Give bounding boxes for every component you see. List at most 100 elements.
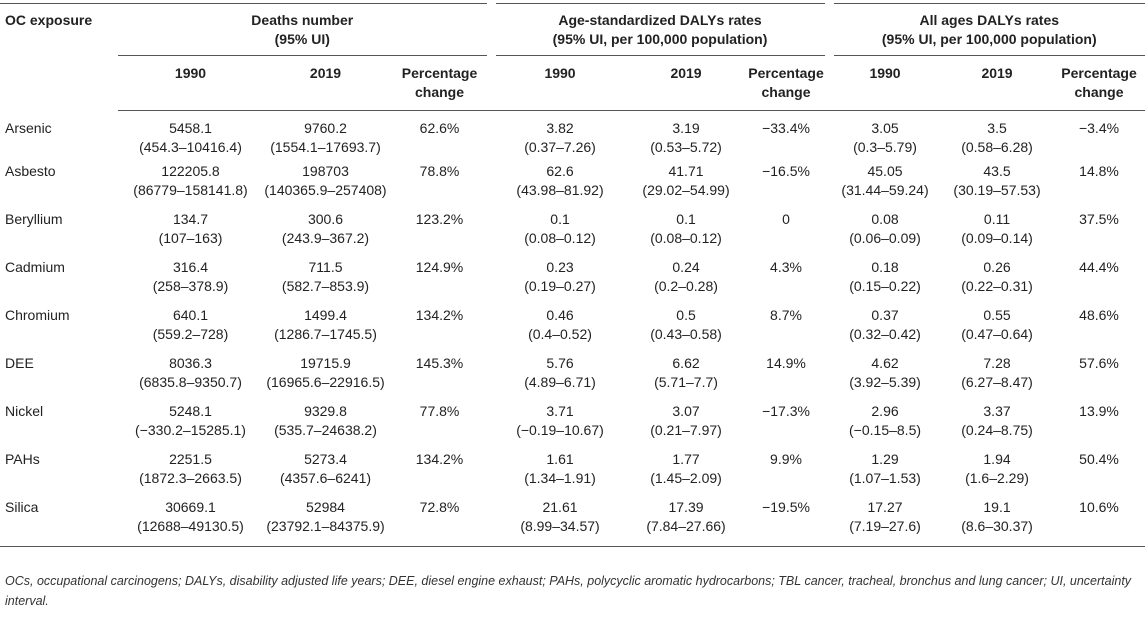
all-dalys-1990-cell: 0.18 (0.15–0.22) [829, 257, 941, 305]
age-dalys-pct-change: 4.3% [770, 259, 802, 275]
age-dalys-2019: 0.5 [676, 307, 696, 323]
age-dalys-1990: 0.46 [546, 307, 574, 323]
deaths-1990-ui: (6835.8–9350.7) [139, 374, 242, 390]
deaths-2019: 52984 [306, 499, 345, 515]
deaths-2019-ui: (243.9–367.2) [281, 230, 370, 246]
deaths-1990-cell: 316.4 (258–378.9) [118, 257, 263, 305]
deaths-2019-ui: (582.7–853.9) [281, 278, 370, 294]
age-dalys-1990-ui: (8.99–34.57) [520, 518, 600, 534]
all-dalys-2019-cell: 3.37 (0.24–8.75) [941, 401, 1053, 449]
all-dalys-1990-cell: 0.08 (0.06–0.09) [829, 209, 941, 257]
age-dalys-1990-cell: 5.76 (4.89–6.71) [491, 353, 629, 401]
deaths-1990-ui: (−330.2–15285.1) [135, 422, 246, 438]
deaths-pct-change: 134.2% [415, 451, 464, 467]
age-dalys-1990-ui: (−0.19–10.67) [516, 422, 604, 438]
age-dalys-1990: 21.61 [542, 499, 578, 515]
deaths-2019-ui: (1554.1–17693.7) [270, 139, 381, 155]
age-dalys-1990-ui: (0.19–0.27) [524, 278, 596, 294]
header-deaths-1990: 1990 [118, 55, 263, 111]
deaths-1990-cell: 30669.1 (12688–49130.5) [118, 497, 263, 547]
oc-exposure-name: Chromium [5, 307, 70, 323]
deaths-pct-change: 72.8% [388, 497, 492, 547]
deaths-1990-ui: (1872.3–2663.5) [139, 470, 242, 486]
all-dalys-1990-ui: (0.3–5.79) [853, 139, 917, 155]
deaths-2019-cell: 52984 (23792.1–84375.9) [263, 497, 388, 547]
pct-line1: Percentage [401, 65, 478, 81]
header-deaths-2019: 2019 [263, 55, 388, 111]
all-dalys-pct-change: 13.9% [1079, 403, 1119, 419]
all-dalys-2019-ui: (0.24–8.75) [961, 422, 1033, 438]
age-dalys-pct-change: −19.5% [743, 497, 830, 547]
deaths-1990: 5248.1 [169, 403, 212, 419]
all-dalys-pct-change: 10.6% [1053, 497, 1145, 547]
deaths-1990-ui: (86779–158141.8) [133, 182, 248, 198]
all-dalys-1990: 1.29 [871, 451, 899, 467]
header-deaths-sub: (95% UI) [274, 31, 330, 47]
age-dalys-1990: 62.6 [546, 163, 574, 179]
age-dalys-2019: 0.1 [676, 211, 696, 227]
all-dalys-2019-ui: (30.19–57.53) [953, 182, 1041, 198]
deaths-1990-cell: 640.1 (559.2–728) [118, 305, 263, 353]
all-dalys-1990: 45.05 [867, 163, 903, 179]
age-dalys-2019-cell: 3.19 (0.53–5.72) [629, 111, 743, 162]
deaths-1990: 134.7 [172, 211, 209, 227]
age-dalys-1990-ui: (1.34–1.91) [524, 470, 596, 486]
deaths-2019-ui: (535.7–24638.2) [274, 422, 377, 438]
all-dalys-1990-ui: (0.06–0.09) [849, 230, 921, 246]
all-dalys-2019-cell: 1.94 (1.6–2.29) [941, 449, 1053, 497]
age-dalys-1990-ui: (0.37–7.26) [524, 139, 596, 155]
age-dalys-2019-ui: (0.53–5.72) [650, 139, 722, 155]
all-dalys-2019-ui: (8.6–30.37) [961, 518, 1033, 534]
age-dalys-2019-cell: 0.1 (0.08–0.12) [629, 209, 743, 257]
deaths-1990: 30669.1 [165, 499, 216, 515]
age-dalys-2019-cell: 1.77 (1.45–2.09) [629, 449, 743, 497]
deaths-1990: 640.1 [172, 307, 209, 323]
age-dalys-1990-ui: (43.98–81.92) [516, 182, 604, 198]
all-dalys-1990-ui: (1.07–1.53) [849, 470, 921, 486]
age-dalys-2019: 17.39 [668, 499, 704, 515]
all-dalys-pct-change: 57.6% [1079, 355, 1119, 371]
all-dalys-1990: 4.62 [871, 355, 899, 371]
deaths-2019-ui: (4357.6–6241) [279, 470, 372, 486]
header-deaths-pct: Percentage change [388, 55, 492, 111]
all-dalys-pct-change: 37.5% [1079, 211, 1119, 227]
all-dalys-1990: 2.96 [871, 403, 899, 419]
header-all-ages-sub: (95% UI, per 100,000 population) [881, 31, 1097, 47]
header-all-1990: 1990 [829, 55, 942, 111]
header-age-1990: 1990 [491, 55, 630, 111]
table-row: Chromium 640.1 (559.2–728) 1499.4 (1286.7–… [0, 305, 1145, 353]
all-dalys-2019: 19.1 [983, 499, 1011, 515]
all-dalys-1990: 0.37 [871, 307, 899, 323]
deaths-1990-cell: 8036.3 (6835.8–9350.7) [118, 353, 263, 401]
oc-exposure-name: DEE [5, 355, 34, 371]
age-dalys-1990-cell: 21.61 (8.99–34.57) [491, 497, 630, 547]
deaths-2019-cell: 198703 (140365.9–257408) [263, 161, 388, 209]
deaths-2019-cell: 19715.9 (16965.6–22916.5) [263, 353, 388, 401]
all-dalys-2019-cell: 19.1 (8.6–30.37) [941, 497, 1054, 547]
deaths-2019: 711.5 [308, 259, 343, 275]
deaths-1990-ui: (559.2–728) [152, 326, 229, 342]
all-dalys-1990: 3.05 [871, 120, 899, 136]
oc-exposure-name: Arsenic [5, 119, 52, 136]
all-dalys-1990-cell: 1.29 (1.07–1.53) [829, 449, 941, 497]
oc-exposure-name: Cadmium [5, 259, 65, 275]
all-dalys-1990: 0.18 [871, 259, 899, 275]
all-dalys-1990-ui: (31.44–59.24) [841, 182, 929, 198]
all-dalys-2019-ui: (0.47–0.64) [961, 326, 1033, 342]
age-dalys-2019: 6.62 [672, 355, 700, 371]
all-dalys-pct-change: 50.4% [1079, 451, 1119, 467]
deaths-2019-cell: 711.5 (582.7–853.9) [263, 257, 388, 305]
deaths-1990-ui: (258–378.9) [152, 278, 229, 294]
age-dalys-1990: 3.71 [546, 403, 574, 419]
age-dalys-1990: 0.23 [546, 259, 574, 275]
deaths-1990: 5458.1 [169, 120, 212, 136]
all-dalys-2019: 0.26 [983, 259, 1011, 275]
deaths-2019: 198703 [302, 163, 349, 179]
age-dalys-2019-ui: (29.02–54.99) [642, 182, 730, 198]
all-dalys-2019-ui: (1.6–2.29) [965, 470, 1029, 486]
all-dalys-pct-change: 14.8% [1079, 163, 1119, 179]
age-dalys-2019-cell: 41.71 (29.02–54.99) [629, 161, 743, 209]
deaths-2019-cell: 9329.8 (535.7–24638.2) [263, 401, 388, 449]
deaths-pct-change: 134.2% [415, 307, 464, 323]
